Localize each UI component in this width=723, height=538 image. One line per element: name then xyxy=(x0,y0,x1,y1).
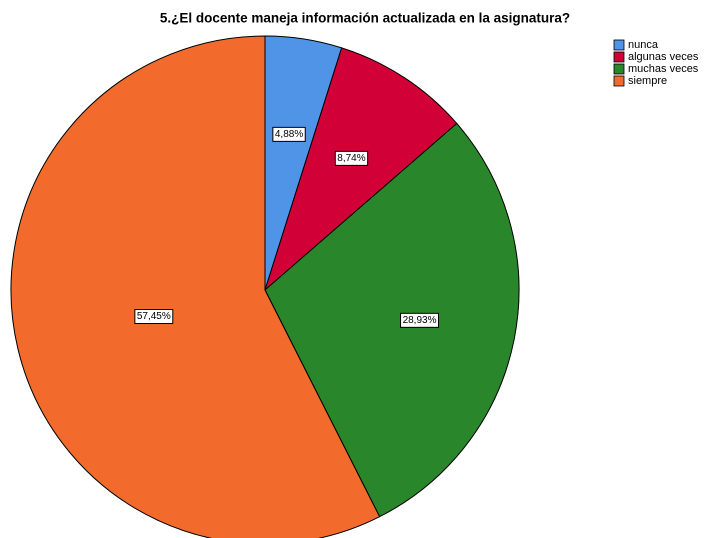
pie-slice xyxy=(264,122,520,518)
data-label-box xyxy=(334,150,369,166)
chart-title: 5.¿El docente maneja información actuali… xyxy=(160,11,570,26)
legend-swatch xyxy=(613,39,625,51)
pie-slice xyxy=(10,35,381,538)
legend-label: muchas veces xyxy=(628,63,699,75)
pie-slice xyxy=(263,47,458,292)
legend-swatch xyxy=(613,51,625,63)
data-label: 57,45% xyxy=(137,311,171,322)
legend-swatch xyxy=(613,63,625,75)
legend-label: nunca xyxy=(628,39,659,51)
legend-swatch xyxy=(613,75,625,87)
data-label-box xyxy=(134,309,174,325)
legend-label: algunas veces xyxy=(628,51,699,63)
data-label: 4,88% xyxy=(275,129,303,140)
data-label-box xyxy=(272,126,306,142)
data-label: 28,93% xyxy=(403,315,437,326)
legend-label: siempre xyxy=(628,75,667,87)
data-label: 8,74% xyxy=(337,153,365,164)
data-label-box xyxy=(400,312,439,328)
